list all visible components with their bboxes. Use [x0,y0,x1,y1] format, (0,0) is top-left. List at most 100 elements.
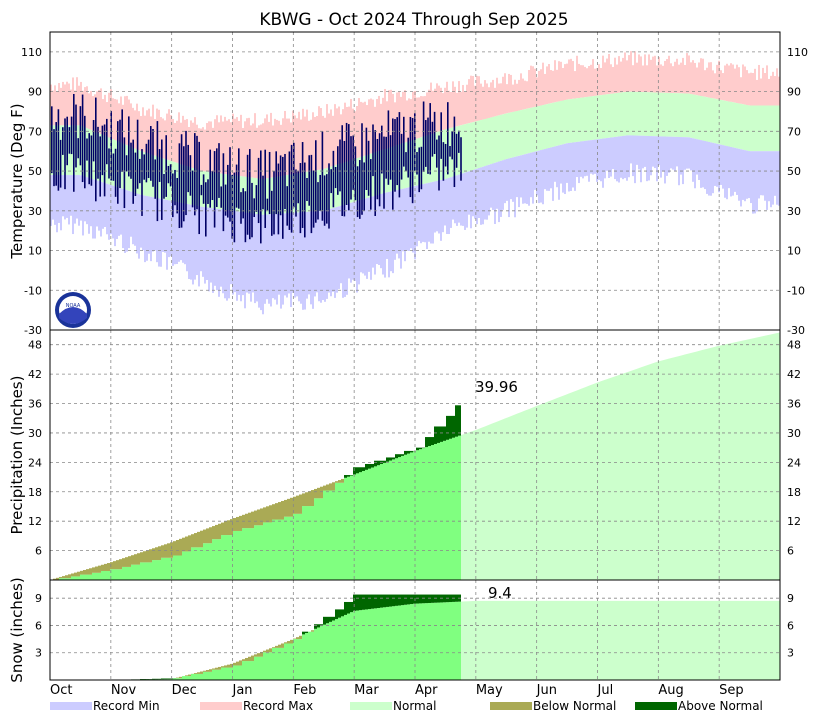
record-min-bar [702,140,704,188]
observed-temp-bar [196,135,198,210]
below-normal-bar [311,490,314,507]
normal-to-date-bar [455,601,458,680]
record-min-bar [294,212,296,298]
record-min-bar [318,211,320,302]
record-max-bar [668,55,670,93]
below-normal-bar [53,578,56,580]
normal-to-date-bar [212,539,215,580]
normal-to-date-bar [317,498,320,580]
record-min-bar [180,202,182,261]
record-min-bar [174,201,176,265]
normal-bar [580,97,582,142]
normal-to-date-bar [437,442,440,580]
record-max-bar [308,120,310,172]
record-max-bar [436,83,438,133]
observed-temp-bar [288,151,291,230]
normal-bar [588,96,590,141]
record-max-bar [750,72,752,106]
normal-to-date-bar [413,603,416,680]
below-normal-bar [65,575,68,579]
above-normal-bar [335,609,338,620]
record-min-bar [686,137,688,169]
y-tick-label-right: 18 [787,486,801,499]
normal-bar [686,93,688,138]
observed-temp-bar [271,190,273,236]
record-max-bar [490,82,492,118]
observed-temp-bar [92,120,95,162]
record-min-bar [658,136,660,166]
normal-bar [486,118,488,166]
record-min-bar [722,145,724,189]
below-normal-bar [128,556,131,567]
observed-temp-bar [339,139,341,192]
normal-bar [646,92,648,136]
record-max-bar [360,101,362,157]
record-min-bar [518,155,520,208]
y-tick-label-right: 70 [787,125,801,138]
record-min-bar [198,206,200,287]
normal-to-date-bar [296,639,299,680]
record-max-bar [604,62,606,95]
observed-temp-bar [106,118,108,165]
record-max-bar [708,62,710,98]
normal-to-date-bar [308,506,311,580]
normal-to-date-bar [173,678,176,680]
record-min-bar [450,177,452,228]
record-min-bar [402,188,404,252]
normal-to-date-bar [242,528,245,580]
record-max-bar [378,95,380,152]
y-tick-label-right: 48 [787,339,801,352]
observed-temp-bar [57,109,60,191]
normal-to-date-bar [413,451,416,580]
record-min-bar [594,139,596,174]
record-min-bar [330,208,332,297]
normal-bar [566,99,568,144]
observed-temp-bar [372,124,374,177]
observed-temp-bar [51,106,53,174]
normal-to-date-bar [443,440,446,580]
observed-temp-bar [306,178,308,202]
record-max-bar [614,57,616,94]
record-min-bar [452,176,454,220]
observed-temp-bar [167,165,170,184]
normal-bar [384,149,386,193]
normal-bar [506,113,508,159]
record-min-bar [602,138,604,188]
record-min-bar [164,199,166,253]
normal-to-date-bar [71,576,74,580]
observed-temp-bar [205,182,207,237]
record-max-bar [168,109,170,161]
record-max-bar [294,115,296,174]
record-max-bar [254,113,256,178]
record-min-bar [368,197,370,272]
normal-to-date-bar [89,574,92,580]
normal-to-date-bar [197,673,200,680]
normal-bar [590,96,592,141]
record-max-bar [120,96,122,143]
normal-bar [606,94,608,139]
observed-temp-bar [460,137,462,181]
record-min-bar [582,141,584,179]
record-min-bar [130,191,132,237]
record-max-bar [552,70,554,103]
record-max-bar [132,107,134,148]
record-min-bar [742,149,744,200]
normal-bar [406,141,408,188]
record-max-bar [170,115,172,161]
observed-temp-bar [332,150,335,208]
observed-temp-bar [400,133,403,180]
normal-to-date-bar [395,605,398,680]
record-max-bar [548,63,550,104]
record-max-bar [52,90,54,126]
record-min-bar [254,213,256,304]
normal-bar [274,177,276,214]
record-max-bar [258,125,260,179]
record-max-bar [108,92,110,138]
record-max-bar [140,116,142,152]
record-max-bar [142,107,144,152]
record-max-bar [556,69,558,102]
record-max-bar [424,96,426,137]
record-max-bar [512,84,514,112]
record-min-bar [590,140,592,174]
legend-item: Below Normal [490,699,616,713]
